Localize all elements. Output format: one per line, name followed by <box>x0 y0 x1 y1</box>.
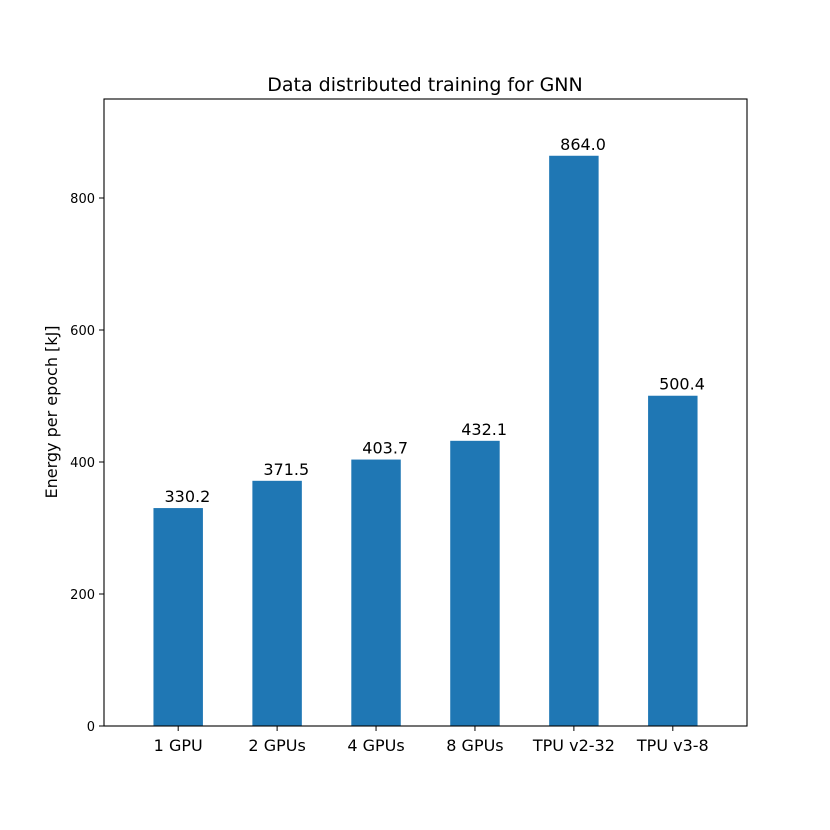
bar-4 <box>549 155 599 726</box>
bar-1 <box>252 480 302 726</box>
x-tick-label-1: 2 GPUs <box>248 736 305 755</box>
bar-5 <box>648 395 698 726</box>
y-tick-label-0: 0 <box>87 720 95 735</box>
data-label-5: 500.4 <box>659 375 705 394</box>
bar-2 <box>351 459 401 726</box>
plot-frame <box>103 98 748 727</box>
data-label-3: 432.1 <box>461 420 507 439</box>
x-tick-label-3: 8 GPUs <box>446 736 503 755</box>
x-tick-label-0: 1 GPU <box>154 736 203 755</box>
x-tick-label-4: TPU v2-32 <box>532 736 615 755</box>
data-label-0: 330.2 <box>164 487 210 506</box>
data-label-2: 403.7 <box>362 439 408 458</box>
x-tick-label-5: TPU v3-8 <box>636 736 709 755</box>
y-tick-label-1: 200 <box>70 588 95 603</box>
x-axis: 1 GPU 2 GPUs 4 GPUs 8 GPUs TPU v2-32 TPU v3-8 <box>154 726 709 755</box>
bars-group <box>153 155 698 726</box>
y-tick-label-4: 800 <box>70 192 95 207</box>
y-tick-label-2: 400 <box>70 456 95 471</box>
y-axis-label: Energy per epoch [kJ] <box>42 325 61 498</box>
x-tick-label-2: 4 GPUs <box>347 736 404 755</box>
bar-0 <box>153 508 203 726</box>
y-tick-label-3: 600 <box>70 324 95 339</box>
data-labels-group: 330.2 371.5 403.7 432.1 864.0 500.4 <box>164 135 704 506</box>
bar-3 <box>450 440 500 726</box>
chart-title: Data distributed training for GNN <box>267 74 583 96</box>
data-label-1: 371.5 <box>263 460 309 479</box>
y-axis: 0 200 400 600 800 <box>70 192 104 735</box>
data-label-4: 864.0 <box>560 135 606 154</box>
